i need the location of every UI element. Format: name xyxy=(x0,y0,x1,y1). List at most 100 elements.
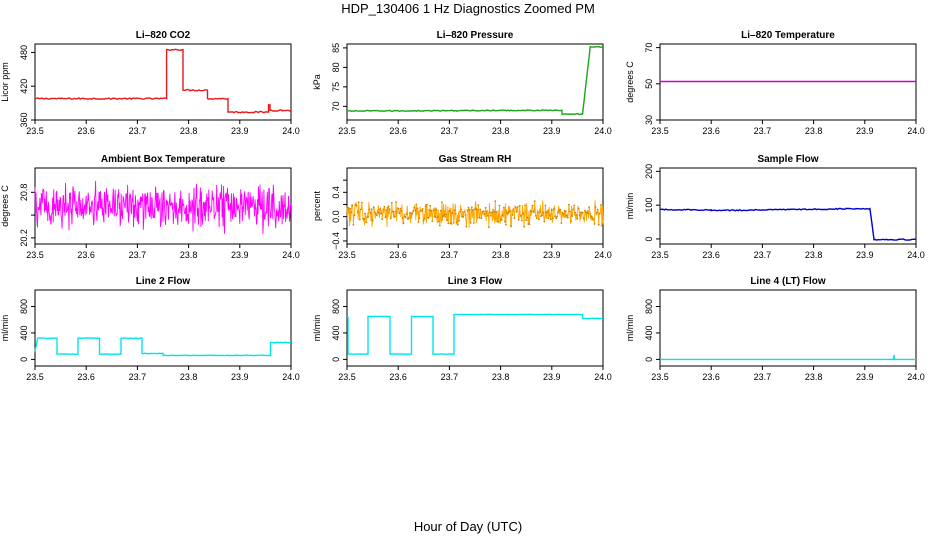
gas-stream-rh-data-point xyxy=(552,217,554,220)
gas-stream-rh-data-point xyxy=(452,221,455,224)
gas-stream-rh-data-point xyxy=(349,207,352,210)
gas-stream-rh-data-point xyxy=(384,216,387,219)
gas-stream-rh-data-point xyxy=(395,201,397,204)
li-820-pressure-ytick-label: 80 xyxy=(331,62,341,72)
line-3-flow-ylabel: ml/min xyxy=(312,315,322,342)
gas-stream-rh-data-point xyxy=(557,211,560,214)
gas-stream-rh-data-point xyxy=(432,209,435,212)
li-820-co2-xtick-label: 24.0 xyxy=(282,126,300,136)
gas-stream-rh-data-point xyxy=(504,220,506,223)
gas-stream-rh-data-point xyxy=(513,217,516,220)
gas-stream-rh-data-point xyxy=(379,208,381,210)
li-820-pressure-series-line xyxy=(346,45,604,116)
gas-stream-rh-data-point xyxy=(386,206,389,209)
li-820-pressure-xtick-label: 23.8 xyxy=(492,126,510,136)
gas-stream-rh-data-point xyxy=(437,220,440,223)
gas-stream-rh-data-point xyxy=(484,206,487,209)
gas-stream-rh-data-point xyxy=(573,204,576,207)
gas-stream-rh-data-point xyxy=(431,220,434,223)
line-2-flow-ytick-label: 400 xyxy=(19,325,29,340)
gas-stream-rh-data-point xyxy=(483,213,486,216)
gas-stream-rh-data-point xyxy=(525,219,528,222)
gas-stream-rh-data-point xyxy=(451,212,454,215)
li-820-temperature-xtick-label: 23.5 xyxy=(651,126,669,136)
gas-stream-rh-data-point xyxy=(601,224,603,227)
gas-stream-rh-data-point xyxy=(408,217,410,219)
gas-stream-rh-data-point xyxy=(537,211,539,214)
gas-stream-rh-data-point xyxy=(412,210,414,213)
gas-stream-rh-data-point xyxy=(470,206,473,209)
panel-sample-flow: Sample Flow ml/min 23.5 23.6 23.7 23.8 23.9 24.… xyxy=(625,154,925,260)
gas-stream-rh-data-point xyxy=(518,204,521,207)
gas-stream-rh-data-point xyxy=(422,219,425,222)
gas-stream-rh-data-point xyxy=(516,206,519,208)
gas-stream-rh-data-point xyxy=(367,216,370,218)
gas-stream-rh-data-point xyxy=(416,207,419,210)
gas-stream-rh-data-point xyxy=(576,218,579,220)
sample-flow-ytick-label: 200 xyxy=(644,164,654,179)
sample-flow-ylabel: ml/min xyxy=(625,193,635,220)
li-820-pressure-xtick-label: 23.9 xyxy=(543,126,561,136)
gas-stream-rh-data-point xyxy=(381,218,384,221)
gas-stream-rh-ytick-label: 0.0 xyxy=(331,210,341,223)
gas-stream-rh-data-point xyxy=(591,216,594,219)
line-2-flow-xtick-label: 23.5 xyxy=(26,372,44,382)
li-820-temperature-xtick-label: 24.0 xyxy=(907,126,925,136)
figure-title: HDP_130406 1 Hz Diagnostics Zoomed PM xyxy=(341,1,595,16)
gas-stream-rh-data-point xyxy=(593,223,596,225)
gas-stream-rh-data-point xyxy=(466,209,469,212)
gas-stream-rh-data-point xyxy=(500,218,503,221)
gas-stream-rh-data-point xyxy=(575,213,578,216)
li-820-pressure-ylabel: kPa xyxy=(312,74,322,90)
gas-stream-rh-data-point xyxy=(394,215,396,218)
li-820-pressure-xtick-label: 24.0 xyxy=(594,126,612,136)
gas-stream-rh-data-point xyxy=(569,210,571,213)
gas-stream-rh-data-point xyxy=(520,214,522,217)
gas-stream-rh-xtick-label: 23.9 xyxy=(543,250,561,260)
gas-stream-rh-data-point xyxy=(415,203,418,206)
li-820-temperature-ytick-label: 30 xyxy=(644,115,654,125)
line-2-flow-xtick-label: 23.9 xyxy=(231,372,249,382)
panel-line-2-flow: Line 2 Flow ml/min 23.5 23.6 23.7 23.8 23.9 24.… xyxy=(0,276,300,382)
line-3-flow-xtick-label: 23.8 xyxy=(492,372,510,382)
gas-stream-rh-data-point xyxy=(396,211,398,213)
li-820-co2-ytick-label: 360 xyxy=(19,112,29,127)
gas-stream-rh-data-point xyxy=(510,225,513,228)
ambient-box-temperature-xtick-label: 23.7 xyxy=(129,250,147,260)
line-4-lt-flow-xtick-label: 23.8 xyxy=(805,372,823,382)
gas-stream-rh-data-point xyxy=(528,223,531,226)
gas-stream-rh-data-point xyxy=(534,215,537,217)
gas-stream-rh-data-point xyxy=(467,206,470,209)
gas-stream-rh-data-point xyxy=(547,217,550,220)
gas-stream-rh-data-point xyxy=(524,204,526,207)
ambient-box-temperature-ytick-label: 20.8 xyxy=(19,184,29,202)
gas-stream-rh-data-point xyxy=(357,201,360,204)
gas-stream-rh-data-point xyxy=(382,208,385,211)
li-820-pressure-xtick-label: 23.5 xyxy=(338,126,356,136)
gas-stream-rh-data-point xyxy=(404,216,407,219)
line-3-flow-series-line xyxy=(346,313,604,356)
gas-stream-rh-data-point xyxy=(411,212,413,215)
li-820-temperature-ytick-label: 70 xyxy=(644,43,654,53)
gas-stream-rh-data-point xyxy=(595,211,598,214)
gas-stream-rh-xtick-label: 24.0 xyxy=(594,250,612,260)
gas-stream-rh-data-point xyxy=(600,204,602,206)
gas-stream-rh-data-point xyxy=(442,215,444,218)
gas-stream-rh-xtick-label: 23.7 xyxy=(441,250,459,260)
gas-stream-rh-data-point xyxy=(352,224,355,226)
gas-stream-rh-data-point xyxy=(350,211,353,214)
gas-stream-rh-data-point xyxy=(509,210,512,212)
ambient-box-temperature-title: Ambient Box Temperature xyxy=(101,154,226,165)
gas-stream-rh-data-point xyxy=(539,211,541,213)
gas-stream-rh-data-point xyxy=(462,216,465,218)
gas-stream-rh-data-point xyxy=(351,204,354,207)
gas-stream-rh-data-point xyxy=(438,224,441,227)
line-4-lt-flow-frame xyxy=(659,289,917,367)
line-3-flow-xtick-label: 23.5 xyxy=(338,372,356,382)
gas-stream-rh-data-point xyxy=(444,215,446,218)
gas-stream-rh-data-point xyxy=(529,209,532,212)
gas-stream-rh-data-point xyxy=(417,221,420,223)
ambient-box-temperature-series-line xyxy=(34,180,292,234)
gas-stream-rh-data-point xyxy=(413,206,416,209)
